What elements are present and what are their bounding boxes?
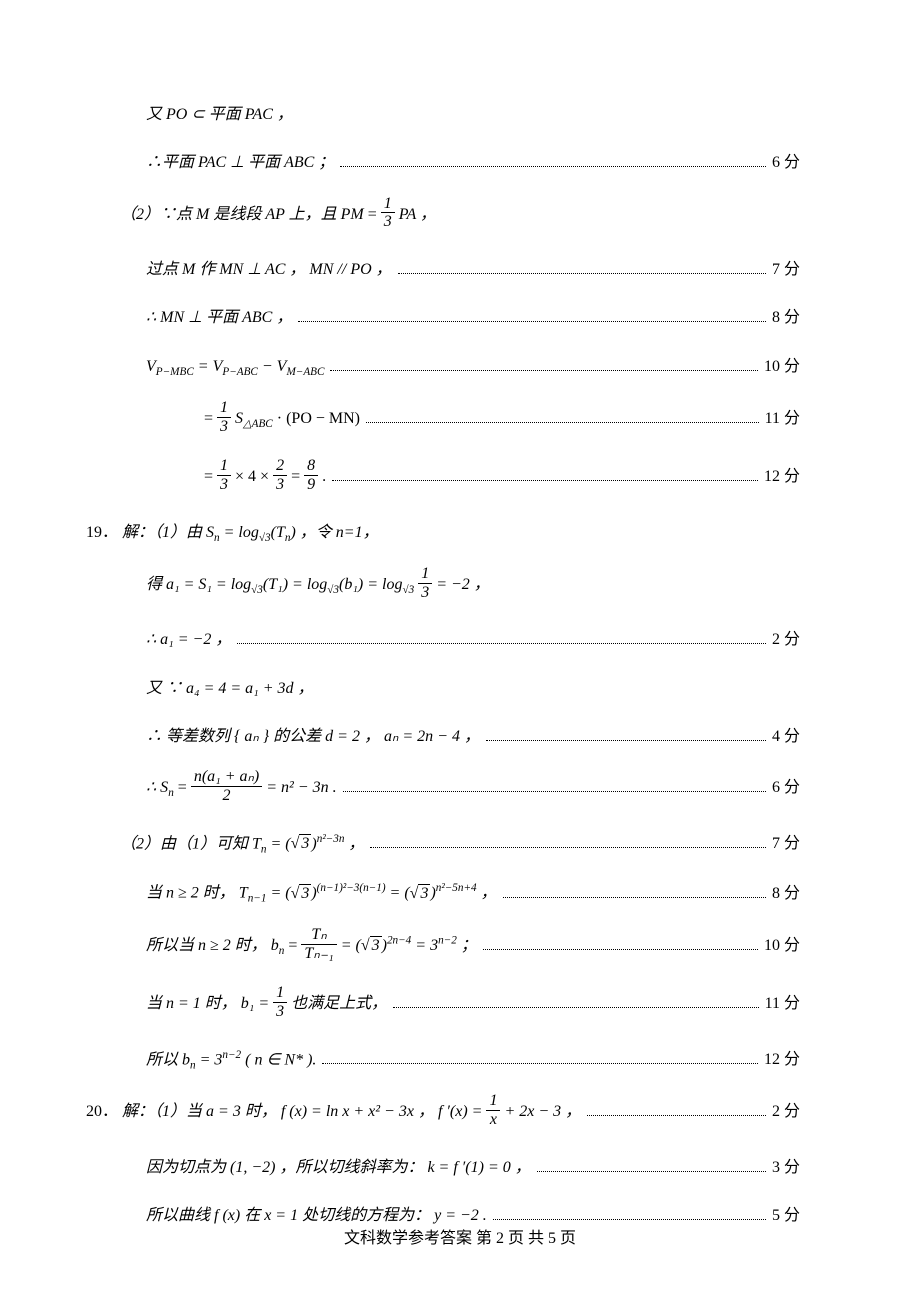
score: 7 分 <box>772 829 800 859</box>
score: 6 分 <box>772 773 800 803</box>
proof-line: = 13 × 4 × 23 = 89 . 12 分 <box>120 459 800 495</box>
proof-line: = 13 S△ABC · (PO − MN) 11 分 <box>120 401 800 437</box>
proof-line: 因为切点为 (1, −2) ，所以切线斜率为： k = f ′(1) = 0 ，… <box>120 1153 800 1183</box>
score: 2 分 <box>772 625 800 655</box>
page-footer: 文科数学参考答案 第 2 页 共 5 页 <box>0 1224 920 1248</box>
dot-leader <box>332 466 758 481</box>
proof-line: （2）∵点 M 是线段 AP 上，且 PM = 13 PA ， <box>120 197 800 233</box>
page: 又 PO ⊂ 平面 PAC ， ∴平面 PAC ⊥ 平面 ABC ； 6 分 （… <box>0 0 920 1300</box>
text: ∴ MN ⊥ 平面 ABC ， <box>146 303 292 333</box>
question-number: 20． <box>86 1097 118 1127</box>
text: 当 n = 1 时， b₁ = 13 也满足上式， <box>146 986 387 1022</box>
text: 过点 M 作 MN ⊥ AC ， MN // PO ， <box>146 255 392 285</box>
dot-leader <box>398 259 766 274</box>
score: 11 分 <box>765 404 800 434</box>
proof-line: ∴ a₁ = −2 ， 2 分 <box>120 625 800 655</box>
fraction-icon: 13 <box>418 565 432 601</box>
score: 6 分 <box>772 148 800 178</box>
text: ∴平面 PAC ⊥ 平面 ABC ； <box>146 148 334 178</box>
fraction-icon: 1x <box>486 1092 500 1128</box>
text: ∴ 等差数列 { aₙ } 的公差 d = 2 ， aₙ = 2n − 4 ， <box>146 722 480 752</box>
text: （2）∵点 M 是线段 AP 上，且 PM = 13 PA ， <box>120 197 436 233</box>
dot-leader <box>340 152 766 167</box>
score: 7 分 <box>772 255 800 285</box>
proof-line: ∴平面 PAC ⊥ 平面 ABC ； 6 分 <box>120 148 800 178</box>
fraction-icon: n(a₁ + aₙ)2 <box>191 768 262 804</box>
fraction-icon: TₙTₙ₋₁ <box>301 926 336 962</box>
dot-leader <box>493 1205 766 1220</box>
proof-line: 所以当 n ≥ 2 时， bn = TₙTₙ₋₁ = (3)2n−4 = 3n−… <box>120 928 800 964</box>
text: VP−MBC = VP−ABC − VM−ABC <box>146 352 324 383</box>
proof-line: （2）由（1）可知 Tn = (3)n²−3n ， 7 分 <box>120 829 800 861</box>
proof-line: 得 a₁ = S₁ = log√3(T₁) = log√3(b₁) = log√… <box>120 567 800 603</box>
score: 4 分 <box>772 722 800 752</box>
sqrt-icon: 3 <box>291 829 312 859</box>
dot-leader <box>343 777 766 792</box>
dot-leader <box>503 882 766 897</box>
dot-leader <box>537 1156 766 1171</box>
dot-leader <box>486 726 766 741</box>
proof-line: 又 ∵ a₄ = 4 = a₁ + 3d ， <box>120 674 800 704</box>
text: 得 a₁ = S₁ = log√3(T₁) = log√3(b₁) = log√… <box>146 567 490 603</box>
text: （2）由（1）可知 Tn = (3)n²−3n ， <box>120 829 364 861</box>
score: 10 分 <box>764 352 800 382</box>
proof-line: ∴ Sn = n(a₁ + aₙ)2 = n² − 3n . 6 分 <box>120 770 800 806</box>
score: 12 分 <box>764 462 800 492</box>
fraction-icon: 23 <box>273 457 287 493</box>
dot-leader <box>587 1101 766 1116</box>
score: 11 分 <box>765 989 800 1019</box>
text: 因为切点为 (1, −2) ，所以切线斜率为： k = f ′(1) = 0 ， <box>146 1153 531 1183</box>
sqrt-icon: 3 <box>410 879 431 909</box>
text: 解：（1）当 a = 3 时， f (x) = ln x + x² − 3x ，… <box>122 1094 581 1130</box>
text: = 13 S△ABC · (PO − MN) <box>204 401 360 437</box>
dot-leader <box>330 355 758 370</box>
proof-line: 19． 解：（1）由 Sn = log√3(Tn) ，令 n=1， <box>120 518 800 549</box>
dot-leader <box>237 629 766 644</box>
score: 8 分 <box>772 303 800 333</box>
dot-leader <box>298 307 766 322</box>
dot-leader <box>322 1049 758 1064</box>
text: 所以当 n ≥ 2 时， bn = TₙTₙ₋₁ = (3)2n−4 = 3n−… <box>146 928 477 964</box>
proof-line: 所以 bn = 3n−2 ( n ∈ N* ). 12 分 <box>120 1045 800 1077</box>
text: ∴ a₁ = −2 ， <box>146 625 231 655</box>
text: ∴ Sn = n(a₁ + aₙ)2 = n² − 3n . <box>146 770 337 806</box>
score: 3 分 <box>772 1153 800 1183</box>
text-part: （2）∵点 M 是线段 AP 上，且 <box>120 206 341 223</box>
proof-line: VP−MBC = VP−ABC − VM−ABC 10 分 <box>120 352 800 383</box>
proof-line: ∴ MN ⊥ 平面 ABC ， 8 分 <box>120 303 800 333</box>
proof-line: 20． 解：（1）当 a = 3 时， f (x) = ln x + x² − … <box>120 1094 800 1130</box>
fraction-icon: 13 <box>217 399 231 435</box>
fraction-icon: 13 <box>381 195 395 231</box>
proof-line: 又 PO ⊂ 平面 PAC ， <box>120 100 800 130</box>
proof-line: 过点 M 作 MN ⊥ AC ， MN // PO ， 7 分 <box>120 255 800 285</box>
text: 又 ∵ a₄ = 4 = a₁ + 3d ， <box>146 674 314 704</box>
dot-leader <box>370 833 766 848</box>
fraction-icon: 13 <box>273 984 287 1020</box>
proof-line: 当 n ≥ 2 时， Tn−1 = (3)(n−1)²−3(n−1) = (3)… <box>120 878 800 910</box>
dot-leader <box>483 935 758 950</box>
score: 8 分 <box>772 879 800 909</box>
question-number: 19． <box>86 518 118 548</box>
fraction-icon: 89 <box>304 457 318 493</box>
dot-leader <box>366 408 759 423</box>
fraction-icon: 13 <box>217 457 231 493</box>
text: 又 PO ⊂ 平面 PAC ， <box>146 100 293 130</box>
score: 2 分 <box>772 1097 800 1127</box>
score: 10 分 <box>764 931 800 961</box>
dot-leader <box>393 993 758 1008</box>
proof-line: 当 n = 1 时， b₁ = 13 也满足上式， 11 分 <box>120 986 800 1022</box>
proof-line: ∴ 等差数列 { aₙ } 的公差 d = 2 ， aₙ = 2n − 4 ， … <box>120 722 800 752</box>
text-part: ， <box>416 206 436 223</box>
score: 12 分 <box>764 1045 800 1075</box>
text: = 13 × 4 × 23 = 89 . <box>204 459 326 495</box>
sqrt-icon: 3 <box>291 879 312 909</box>
text: 解：（1）由 Sn = log√3(Tn) ，令 n=1， <box>122 518 379 549</box>
sqrt-icon: 3 <box>361 931 382 961</box>
text: 所以 bn = 3n−2 ( n ∈ N* ). <box>146 1045 316 1077</box>
text: 当 n ≥ 2 时， Tn−1 = (3)(n−1)²−3(n−1) = (3)… <box>146 878 497 910</box>
